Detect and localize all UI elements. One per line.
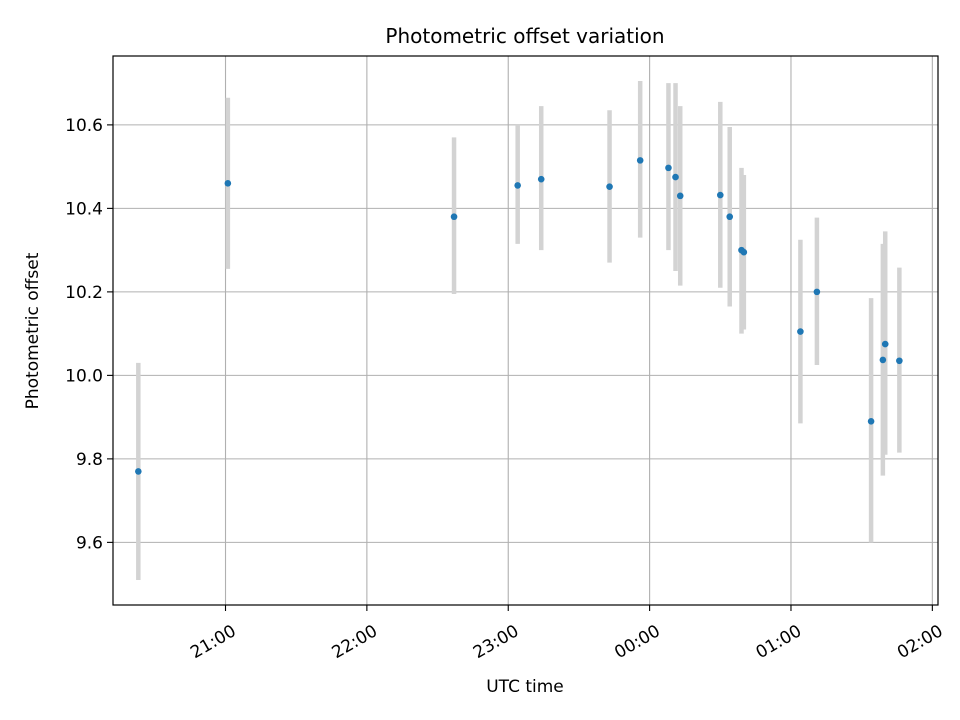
data-point: [867, 418, 875, 425]
data-point: [676, 192, 684, 200]
data-points: [135, 157, 903, 475]
data-point: [726, 213, 734, 221]
data-point: [224, 180, 232, 187]
x-axis-label: UTC time: [486, 677, 564, 697]
data-point: [514, 182, 521, 189]
data-point: [896, 357, 903, 365]
data-point: [879, 356, 887, 364]
data-point: [813, 288, 821, 296]
data-point: [135, 468, 142, 475]
y-tick-label: 9.8: [76, 450, 103, 470]
y-tick-label: 10.2: [65, 283, 103, 303]
chart-title: Photometric offset variation: [385, 24, 664, 48]
data-point: [606, 183, 613, 190]
data-point: [881, 340, 889, 348]
data-point: [450, 213, 458, 221]
y-axis-label: Photometric offset: [23, 252, 43, 409]
data-point: [672, 173, 679, 181]
y-axis-ticks: 9.6 9.8 10.0 10.2 10.4 10.6: [65, 116, 113, 553]
y-tick-label: 10.4: [65, 199, 103, 219]
y-tick-label: 10.6: [65, 116, 103, 136]
data-point: [716, 191, 724, 199]
plot-frame: [112, 55, 939, 606]
data-point: [665, 164, 672, 172]
data-point: [740, 248, 748, 256]
data-point: [797, 328, 804, 335]
data-point: [537, 175, 545, 183]
y-tick-label: 10.0: [65, 366, 103, 386]
data-point: [636, 157, 644, 164]
y-tick-label: 9.6: [76, 533, 103, 553]
